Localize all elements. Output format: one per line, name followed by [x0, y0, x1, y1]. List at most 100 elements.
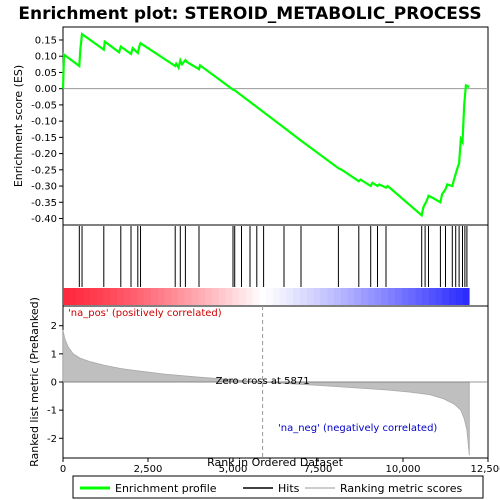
rank-colorbar-segment — [103, 288, 111, 305]
rank-colorbar-segment — [252, 288, 260, 305]
rank-colorbar-segment — [421, 288, 429, 305]
rank-colorbar-segment — [157, 288, 165, 305]
rank-colorbar-segment — [428, 288, 436, 305]
rank-colorbar-segment — [313, 288, 321, 305]
rank-colorbar-segment — [266, 288, 274, 305]
neg-correlated-label: 'na_neg' (negatively correlated) — [278, 423, 437, 434]
rank-colorbar-segment — [117, 288, 125, 305]
x-tick-label: 7,500 — [304, 464, 333, 475]
metric-ytick-label: 0 — [51, 378, 57, 389]
rank-colorbar-segment — [205, 288, 213, 305]
zero-cross-label: Zero cross at 5871 — [216, 376, 310, 387]
x-tick-label: 12,500 — [471, 464, 500, 475]
rank-colorbar-segment — [442, 288, 450, 305]
rank-colorbar-segment — [144, 288, 152, 305]
legend-box — [72, 475, 484, 499]
legend-entry-profile: Enrichment profile — [115, 482, 217, 495]
rank-colorbar-segment — [455, 288, 463, 305]
rank-colorbar-segment — [327, 288, 335, 305]
rank-colorbar-segment — [239, 288, 247, 305]
rank-colorbar-segment — [259, 288, 267, 305]
rank-colorbar-segment — [347, 288, 355, 305]
rank-colorbar-segment — [63, 288, 71, 305]
es-ytick-label: -0.15 — [31, 133, 57, 144]
hits-panel — [63, 226, 470, 305]
es-ytick-label: -0.30 — [31, 182, 57, 193]
metric-ytick-label: -2 — [47, 434, 57, 445]
es-panel: 0.15 0.10 0.05 0.00 -0.05 -0.10 -0.15 -0.20 -0.2… — [31, 32, 488, 225]
rank-colorbar-segment — [245, 288, 253, 305]
es-ytick-label: -0.20 — [31, 149, 57, 160]
rank-colorbar-segment — [232, 288, 240, 305]
rank-colorbar-segment — [388, 288, 396, 305]
rank-colorbar-segment — [286, 288, 294, 305]
rank-colorbar-segment — [448, 288, 457, 305]
rank-colorbar-segment — [76, 288, 84, 305]
rank-colorbar-segment — [354, 288, 362, 305]
rank-colorbar-segment — [198, 288, 206, 305]
rank-colorbar-segment — [90, 288, 98, 305]
rank-colorbar-segment — [110, 288, 118, 305]
rank-colorbar-segment — [300, 288, 308, 305]
rank-colorbar-segment — [137, 288, 145, 305]
rank-colorbar-segment — [164, 288, 172, 305]
rank-colorbar-segment — [306, 288, 314, 305]
rank-colorbar-segment — [340, 288, 348, 305]
rank-colorbar-segment — [462, 288, 470, 305]
rank-colorbar-segment — [184, 288, 192, 305]
chart-title: Enrichment plot: STEROID_METABOLIC_PROCE… — [18, 4, 481, 24]
legend-entry-metric: Ranking metric scores — [340, 482, 462, 495]
x-tick-label: 2,500 — [134, 464, 163, 475]
es-ytick-label: -0.25 — [31, 165, 57, 176]
pos-correlated-label: 'na_pos' (positively correlated) — [68, 308, 222, 319]
x-axis-label: Rank in Ordered Dataset — [207, 456, 344, 469]
rank-colorbar-segment — [374, 288, 382, 305]
rank-colorbar-segment — [272, 288, 280, 305]
rank-colorbar-segment — [123, 288, 132, 305]
rank-colorbar-segment — [211, 288, 220, 305]
x-tick-label: 0 — [60, 464, 66, 475]
es-ytick-label: 0.10 — [35, 52, 57, 63]
rank-colorbar-segment — [293, 288, 301, 305]
metric-ytick-label: 1 — [51, 349, 57, 360]
rank-colorbar-segment — [178, 288, 186, 305]
metric-ylabel: Ranked list metric (PreRanked) — [28, 297, 41, 467]
metric-profile-area — [62, 329, 470, 456]
metric-ytick-label: -1 — [47, 406, 57, 417]
es-ylabel: Enrichment score (ES) — [12, 65, 25, 187]
rank-colorbar-segment — [408, 288, 416, 305]
es-ytick-label: -0.10 — [31, 117, 57, 128]
rank-colorbar-segment — [151, 288, 159, 305]
es-ytick-label: 0.15 — [35, 35, 57, 46]
rank-colorbar-segment — [333, 288, 341, 305]
rank-colorbar-segment — [225, 288, 233, 305]
x-axis: 0 2,500 5,000 7,500 10,000 12,500 — [60, 458, 500, 475]
es-ytick-label: 0.00 — [35, 84, 57, 95]
rank-colorbar-segment — [381, 288, 389, 305]
rank-colorbar-segment — [218, 288, 226, 305]
rank-colorbar-segment — [435, 288, 443, 305]
rank-colorbar-segment — [96, 288, 104, 305]
rank-colorbar-segment — [367, 288, 375, 305]
rank-colorbar-segment — [360, 288, 369, 305]
es-ytick-label: -0.05 — [31, 100, 57, 111]
es-series-line — [61, 32, 470, 218]
rank-colorbar-segment — [320, 288, 328, 305]
metric-panel: Zero cross at 5871 'na_pos' (positively c… — [47, 306, 488, 458]
rank-colorbar-segment — [394, 288, 402, 305]
rank-colorbar-segment — [191, 288, 199, 305]
es-ytick-label: -0.40 — [31, 214, 57, 225]
rank-colorbar-segment — [69, 288, 77, 305]
es-ytick-label: 0.05 — [35, 68, 57, 79]
x-tick-label: 5,000 — [219, 464, 248, 475]
rank-colorbar-segment — [279, 288, 287, 305]
es-ytick-label: -0.35 — [31, 198, 57, 209]
metric-ytick-label: 2 — [51, 321, 57, 332]
rank-colorbar-segment — [130, 288, 138, 305]
rank-colorbar-segment — [83, 288, 91, 305]
rank-colorbar-segment — [415, 288, 423, 305]
legend-entry-hits: Hits — [278, 482, 300, 495]
x-tick-label: 10,000 — [386, 464, 421, 475]
rank-colorbar-segment — [401, 288, 409, 305]
